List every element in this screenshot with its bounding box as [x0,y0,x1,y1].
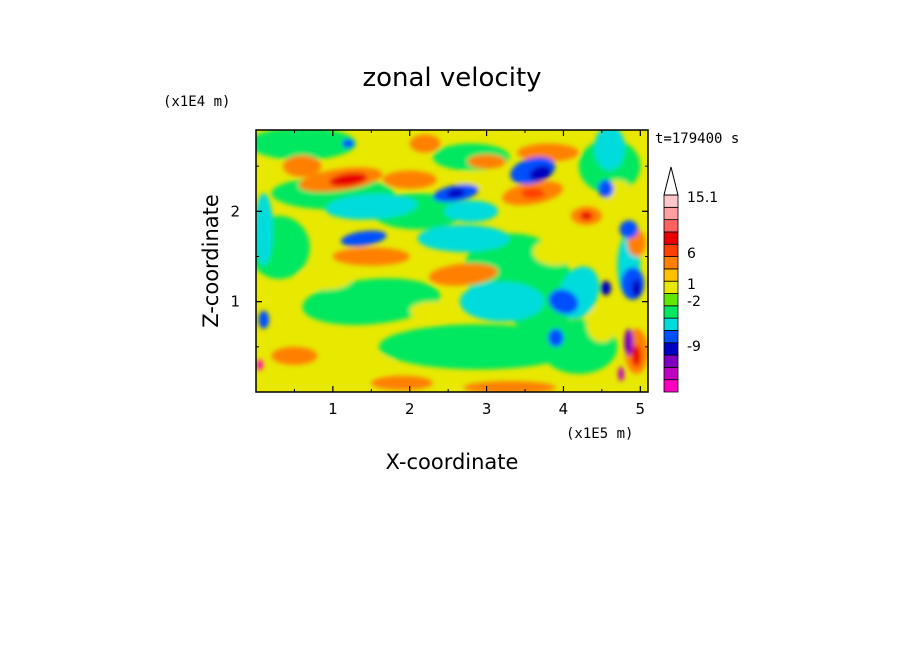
x-tick-label: 3 [482,400,492,418]
contour-region [548,328,564,347]
colorbar-tick-label: -9 [687,339,701,355]
y-unit-label: (x1E4 m) [163,94,230,110]
contour-region [459,281,545,322]
colorbar-swatch [663,354,679,368]
y-axis-label: Z-coordinate [199,194,223,328]
contour-region [417,224,510,252]
colorbar-swatch [663,243,679,257]
colorbar-swatch [663,317,679,331]
y-axis-ticks: 12 [230,165,648,348]
colorbar-swatch [663,231,679,245]
colorbar-swatch [663,268,679,282]
contour-region [618,366,625,382]
contour-region [371,375,433,391]
contour-region [619,220,639,239]
colorbar-swatch [663,293,679,307]
contour-region [325,193,418,220]
colorbar: 15.1 6 1-2 -9 [663,166,718,393]
colorbar-tick-label: 6 [687,246,696,262]
contour-region [532,238,579,266]
contour-region [529,165,552,181]
contour-region [631,279,642,298]
y-tick-label: 1 [230,293,240,311]
colorbar-swatch [663,366,679,381]
colorbar-swatch [663,342,679,356]
colorbar-extend-arrow [663,166,679,196]
contour-region [444,200,499,223]
contour-region [256,359,263,371]
colorbar-swatch [663,194,679,208]
colorbar-tick-label: 1 [687,277,696,293]
x-axis-ticks: 1 2 3 4 5 [293,130,646,418]
contour-region [342,139,355,149]
contour-region [467,154,506,169]
contour-region [282,155,322,177]
contour-region [521,187,545,199]
plot-area [256,130,648,392]
colorbar-swatch [663,280,679,294]
x-tick-label: 4 [559,400,569,418]
contour-region [256,130,356,160]
contour-region [378,324,579,370]
contour-region [624,328,634,356]
contour-region [271,346,318,365]
colorbar-swatch [663,305,679,319]
x-axis-label: X-coordinate [386,450,519,474]
contour-region [298,268,353,290]
plot-frame [255,129,649,393]
colorbar-swatch [663,219,679,233]
y-tick-label: 2 [230,202,240,220]
x-tick-label: 2 [405,400,415,418]
colorbar-swatch [663,379,679,393]
contour-region [302,278,441,325]
x-tick-label: 5 [636,400,646,418]
x-tick-label: 1 [328,400,338,418]
contour-region [258,310,270,329]
contour-region [429,263,498,286]
contour-region [600,280,612,296]
contour-region [409,134,441,153]
contour-region [586,306,618,343]
contour-region [332,247,410,266]
colorbar-tick-label: -2 [687,294,701,310]
contour-region [329,172,368,187]
contour-region [340,230,387,247]
contour-region [455,170,502,189]
chart-title: zonal velocity [362,63,541,93]
colorbar-swatch [663,206,679,221]
contour-region [594,130,625,171]
contour-region [631,345,642,367]
contour-region [580,211,593,221]
x-unit-label: (x1E5 m) [566,426,633,442]
contour-region [446,188,465,198]
colorbar-swatch [663,330,679,344]
contour-region [517,143,579,162]
colorbar-tick-label: 15.1 [687,190,718,206]
contour-region [598,179,614,198]
contour-region [256,193,273,266]
contour-region [382,170,437,189]
contour-region [332,354,395,376]
colorbar-swatch [663,256,679,270]
contour-region [548,289,579,314]
contour-region [409,301,456,320]
time-label: t=179400 s [655,131,739,147]
